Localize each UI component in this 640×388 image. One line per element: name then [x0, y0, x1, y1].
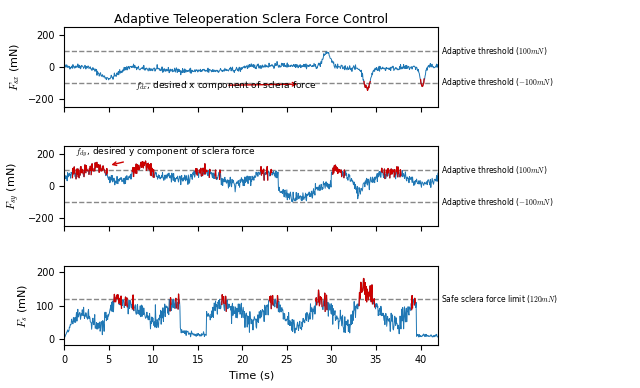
Text: Adaptive threshold ($-100mN$): Adaptive threshold ($-100mN$): [441, 196, 554, 209]
Text: Adaptive threshold ($-100mN$): Adaptive threshold ($-100mN$): [441, 76, 554, 89]
Text: $f_{dy}$, desired y component of sclera force: $f_{dy}$, desired y component of sclera …: [75, 146, 256, 165]
Title: Adaptive Teleoperation Sclera Force Control: Adaptive Teleoperation Sclera Force Cont…: [114, 13, 388, 26]
Y-axis label: $F_{sx}$ (mN): $F_{sx}$ (mN): [8, 43, 22, 91]
Text: Adaptive threshold ($100mN$): Adaptive threshold ($100mN$): [441, 164, 547, 177]
Text: $f_{dx}$, desired x component of sclera force: $f_{dx}$, desired x component of sclera …: [135, 79, 317, 92]
Y-axis label: $F_s$ (mN): $F_s$ (mN): [17, 284, 30, 327]
Y-axis label: $F_{sy}$ (mN): $F_{sy}$ (mN): [6, 162, 22, 210]
X-axis label: Time (s): Time (s): [228, 371, 274, 381]
Text: Adaptive threshold ($100mN$): Adaptive threshold ($100mN$): [441, 45, 547, 57]
Text: Safe sclera force limit ($120mN$): Safe sclera force limit ($120mN$): [441, 293, 558, 305]
